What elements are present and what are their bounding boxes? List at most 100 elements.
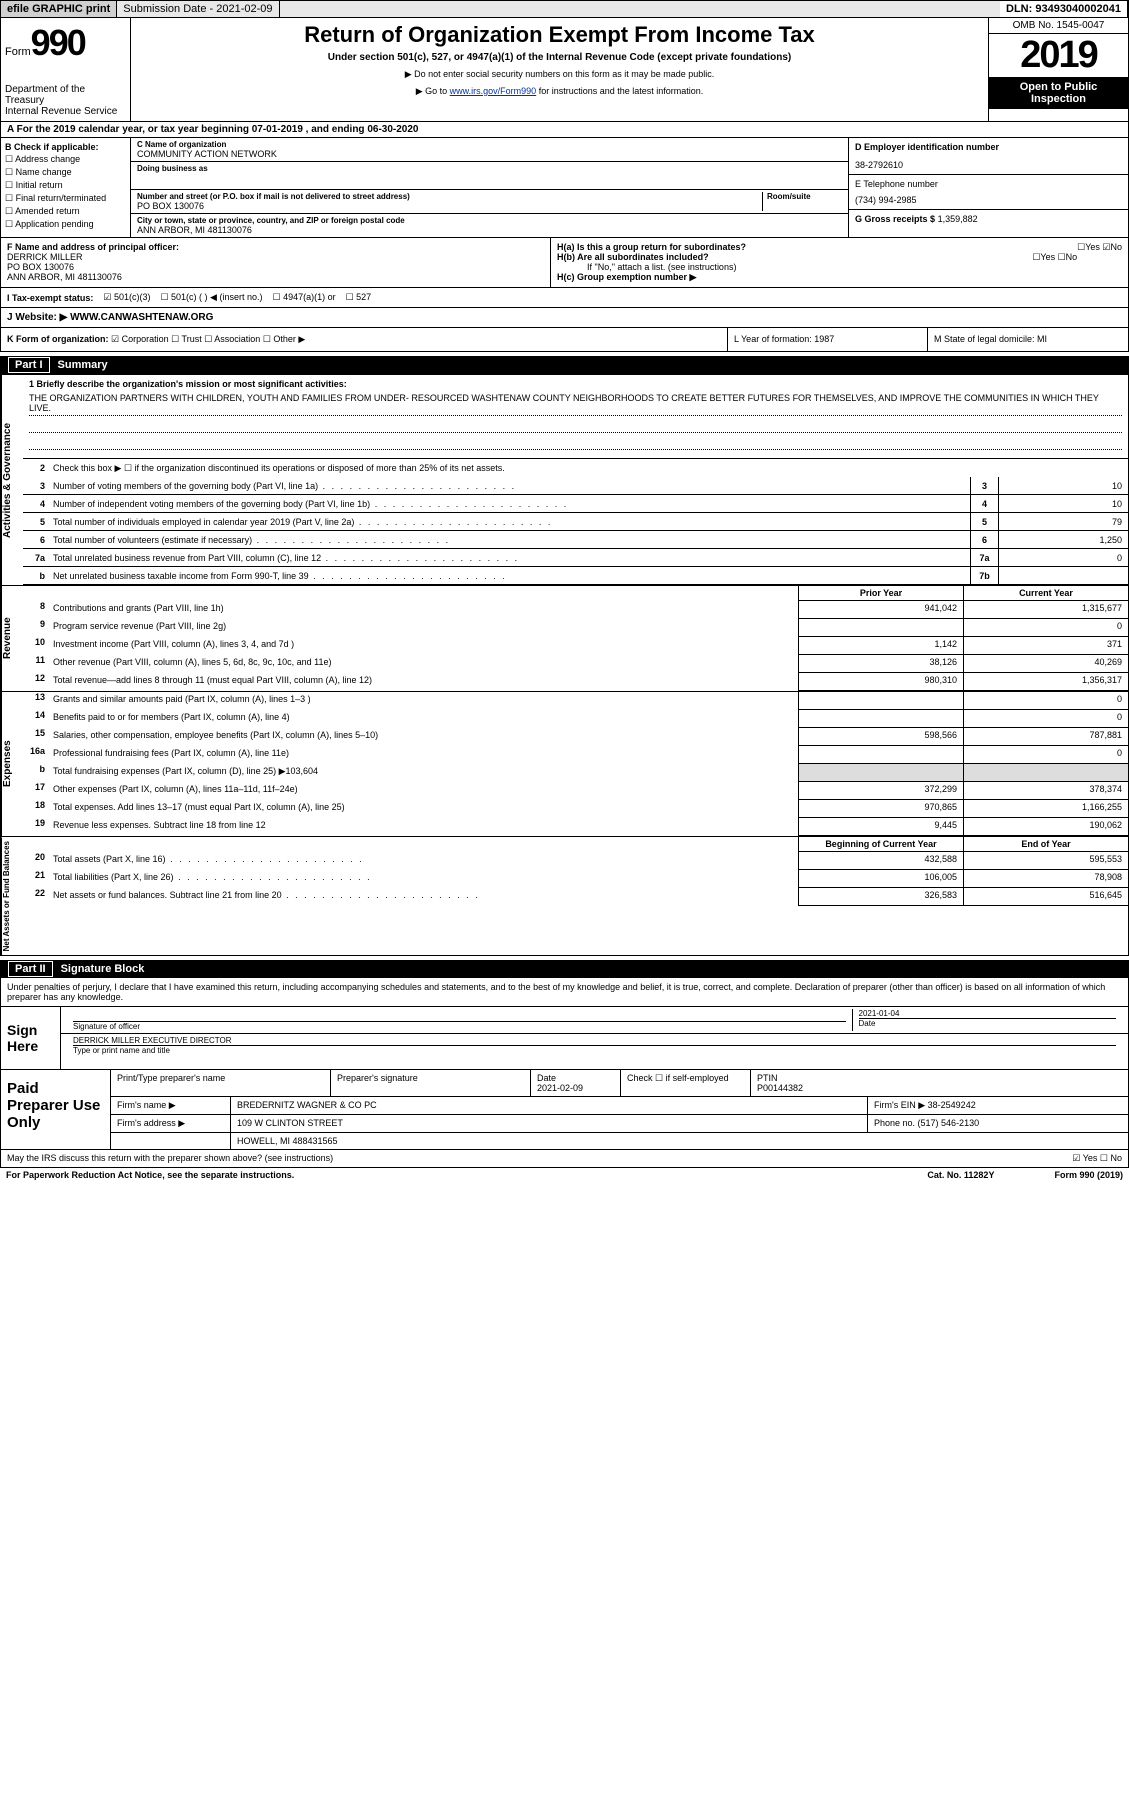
ptin-label: PTIN [757,1073,778,1083]
department: Department of the Treasury Internal Reve… [5,84,126,117]
irs-link[interactable]: www.irs.gov/Form990 [450,86,537,96]
mission-block: 1 Briefly describe the organization's mi… [23,375,1128,459]
check-initial[interactable]: ☐ Initial return [5,180,126,191]
col-b-title: B Check if applicable: [5,142,126,152]
rev-line: 12Total revenue—add lines 8 through 11 (… [23,673,1128,691]
rev-line: 11Other revenue (Part VIII, column (A), … [23,655,1128,673]
gov-label: Activities & Governance [1,375,23,585]
tax-status-row: I Tax-exempt status: ☑ 501(c)(3) ☐ 501(c… [0,288,1129,308]
phone-label: E Telephone number [855,179,1122,189]
gov-line: 7aTotal unrelated business revenue from … [23,549,1128,567]
ein-value: 38-2792610 [855,160,1122,170]
net-body: Net Assets or Fund Balances Beginning of… [0,837,1129,956]
preparer-block: Paid Preparer Use Only Print/Type prepar… [0,1070,1129,1150]
net-line: 20Total assets (Part X, line 16) 432,588… [23,852,1128,870]
form-ref: Form 990 (2019) [1054,1170,1123,1180]
check-pending[interactable]: ☐ Application pending [5,219,126,230]
status-501c[interactable]: ☐ 501(c) ( ) ◀ (insert no.) [160,292,262,303]
org-name: COMMUNITY ACTION NETWORK [137,149,842,159]
exp-line: 19Revenue less expenses. Subtract line 1… [23,818,1128,836]
form-title: Return of Organization Exempt From Incom… [135,22,984,48]
firm-ein-label: Firm's EIN ▶ [874,1100,925,1110]
open-to-public: Open to Public Inspection [989,77,1128,109]
cat-no: Cat. No. 11282Y [927,1170,994,1180]
omb-number: OMB No. 1545-0047 [989,18,1128,34]
firm-ein: 38-2549242 [928,1100,976,1110]
firm-addr-label: Firm's address ▶ [111,1115,231,1132]
top-bar: efile GRAPHIC print Submission Date - 20… [0,0,1129,18]
exp-line: 18Total expenses. Add lines 13–17 (must … [23,800,1128,818]
gov-line: 4Number of independent voting members of… [23,495,1128,513]
firm-addr: 109 W CLINTON STREET [231,1115,868,1132]
header-note-1: ▶ Do not enter social security numbers o… [135,69,984,80]
sig-officer-label: Signature of officer [73,1021,846,1031]
sig-date-label: Date [859,1018,1117,1028]
mission-text: THE ORGANIZATION PARTNERS WITH CHILDREN,… [29,393,1122,416]
officer-label: F Name and address of principal officer: [7,242,179,252]
prep-date: 2021-02-09 [537,1083,583,1093]
status-501c3[interactable]: ☑ 501(c)(3) [103,292,150,303]
paperwork-notice: For Paperwork Reduction Act Notice, see … [6,1170,294,1180]
form-header: Form990 Department of the Treasury Inter… [0,18,1129,122]
gov-line: bNet unrelated business taxable income f… [23,567,1128,585]
net-label: Net Assets or Fund Balances [1,837,23,955]
prep-sig-label: Preparer's signature [331,1070,531,1096]
summary-body: Activities & Governance 1 Briefly descri… [0,374,1129,586]
exp-line: bTotal fundraising expenses (Part IX, co… [23,764,1128,782]
check-name[interactable]: ☐ Name change [5,167,126,178]
sig-name: DERRICK MILLER EXECUTIVE DIRECTOR [73,1036,1116,1046]
exp-line: 13Grants and similar amounts paid (Part … [23,692,1128,710]
officer-value: DERRICK MILLER PO BOX 130076 ANN ARBOR, … [7,252,544,282]
prior-year-header: Prior Year [798,586,963,601]
firm-name: BREDERNITZ WAGNER & CO PC [231,1097,868,1114]
exp-label: Expenses [1,692,23,836]
current-year-header: Current Year [963,586,1128,601]
info-grid: B Check if applicable: ☐ Address change … [0,138,1129,238]
check-final[interactable]: ☐ Final return/terminated [5,193,126,204]
street-address: PO BOX 130076 [137,201,762,211]
fg-row: F Name and address of principal officer:… [0,238,1129,288]
gross-value: 1,359,882 [938,214,978,224]
rev-line: 8Contributions and grants (Part VIII, li… [23,601,1128,619]
check-amended[interactable]: ☐ Amended return [5,206,126,217]
status-527[interactable]: ☐ 527 [346,292,372,303]
part1-header: Part ISummary [0,356,1129,374]
gov-line: 5Total number of individuals employed in… [23,513,1128,531]
line-a: A For the 2019 calendar year, or tax yea… [0,122,1129,138]
h-b: H(b) Are all subordinates included? ☐Yes… [557,252,1122,262]
status-4947[interactable]: ☐ 4947(a)(1) or [272,292,335,303]
gov-line: 6Total number of volunteers (estimate if… [23,531,1128,549]
h-b-note: If "No," attach a list. (see instruction… [557,262,1122,272]
addr-label: Number and street (or P.O. box if mail i… [137,192,762,201]
preparer-label: Paid Preparer Use Only [1,1070,111,1149]
rev-line: 10Investment income (Part VIII, column (… [23,637,1128,655]
net-line: 21Total liabilities (Part X, line 26) 10… [23,870,1128,888]
sig-name-label: Type or print name and title [73,1046,1116,1055]
dln: DLN: 93493040002041 [1000,1,1128,17]
exp-line: 14Benefits paid to or for members (Part … [23,710,1128,728]
check-address[interactable]: ☐ Address change [5,154,126,165]
discuss-row: May the IRS discuss this return with the… [0,1150,1129,1168]
room-label: Room/suite [767,192,842,201]
col-c: C Name of organization COMMUNITY ACTION … [131,138,848,237]
efile-button[interactable]: efile GRAPHIC print [1,1,117,17]
exp-line: 15Salaries, other compensation, employee… [23,728,1128,746]
part2-header: Part IISignature Block [0,960,1129,978]
footer-bottom: For Paperwork Reduction Act Notice, see … [0,1168,1129,1182]
rev-line: 9Program service revenue (Part VIII, lin… [23,619,1128,637]
prep-date-label: Date [537,1073,556,1083]
prep-self-emp[interactable]: Check ☐ if self-employed [621,1070,751,1096]
discuss-yes[interactable]: ☑ Yes ☐ No [1072,1153,1122,1164]
expenses-body: Expenses 13Grants and similar amounts pa… [0,692,1129,837]
firm-city: HOWELL, MI 488431565 [231,1133,1128,1149]
h-c: H(c) Group exemption number ▶ [557,272,1122,283]
sign-here-label: Sign Here [1,1007,61,1069]
city-label: City or town, state or province, country… [137,216,842,225]
revenue-body: Revenue Prior Year Current Year 8Contrib… [0,586,1129,692]
form-word: Form [5,46,31,58]
prep-name-label: Print/Type preparer's name [111,1070,331,1096]
header-note-2: ▶ Go to www.irs.gov/Form990 for instruct… [135,86,984,97]
col-b-checkboxes: B Check if applicable: ☐ Address change … [1,138,131,237]
form-number: 990 [31,22,85,63]
website-value: WWW.CANWASHTENAW.ORG [70,312,213,323]
